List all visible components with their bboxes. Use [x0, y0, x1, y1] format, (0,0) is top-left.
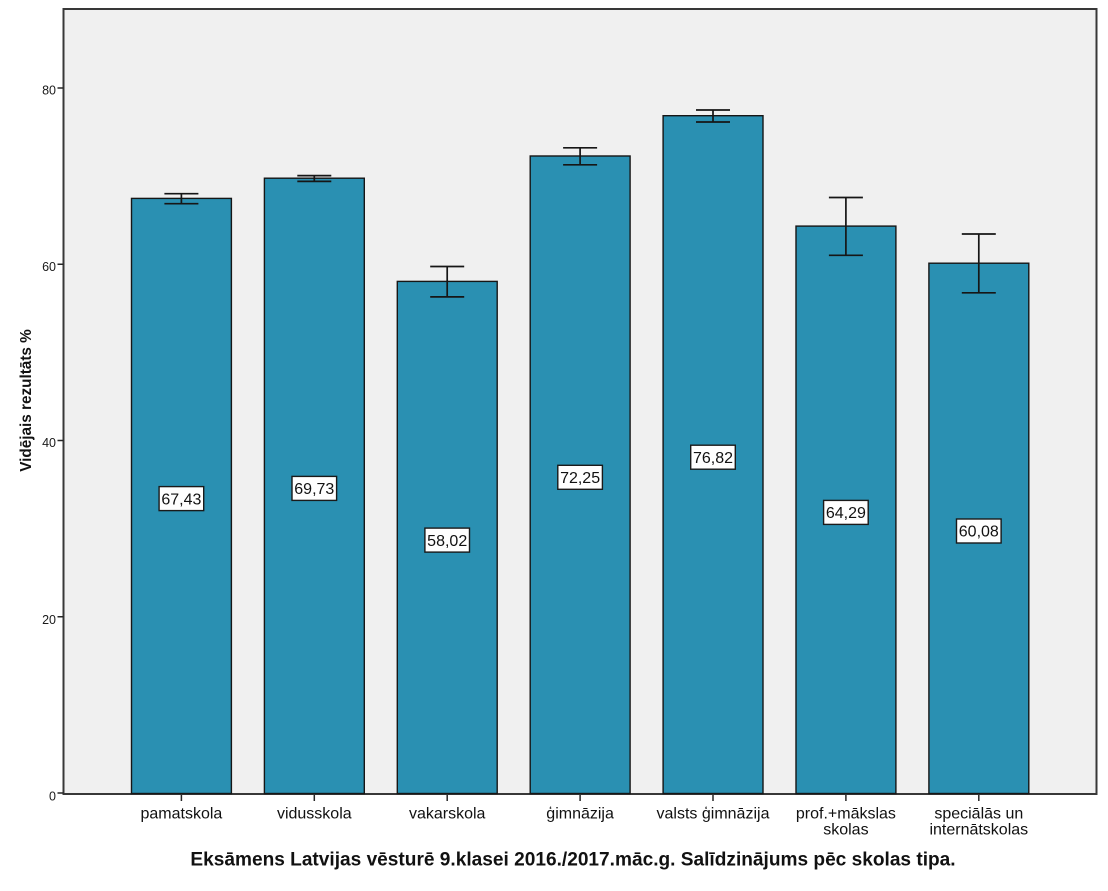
svg-text:speciālās un: speciālās un: [934, 806, 1023, 823]
svg-text:ģimnāzija: ģimnāzija: [546, 805, 614, 823]
svg-text:Eksāmens Latvijas vēsturē 9.kl: Eksāmens Latvijas vēsturē 9.klasei 2016.…: [190, 849, 955, 870]
svg-text:64,29: 64,29: [826, 505, 866, 522]
svg-text:Vidējais rezultāts %: Vidējais rezultāts %: [18, 329, 35, 472]
svg-text:pamatskola: pamatskola: [140, 806, 222, 823]
svg-text:60: 60: [42, 260, 56, 274]
svg-text:58,02: 58,02: [427, 533, 467, 550]
svg-text:vidusskola: vidusskola: [277, 806, 352, 823]
svg-text:valsts ģimnāzija: valsts ģimnāzija: [657, 805, 770, 823]
svg-text:20: 20: [42, 613, 56, 627]
svg-text:76,82: 76,82: [693, 450, 733, 467]
svg-text:0: 0: [49, 790, 56, 804]
svg-text:40: 40: [42, 436, 56, 450]
svg-text:skolas: skolas: [823, 822, 868, 839]
svg-text:72,25: 72,25: [560, 470, 600, 487]
svg-text:80: 80: [42, 83, 56, 97]
svg-text:internātskolas: internātskolas: [929, 822, 1028, 839]
svg-text:67,43: 67,43: [161, 491, 201, 508]
svg-text:60,08: 60,08: [959, 524, 999, 541]
svg-text:vakarskola: vakarskola: [409, 806, 486, 823]
svg-text:69,73: 69,73: [294, 481, 334, 498]
svg-text:prof.+mākslas: prof.+mākslas: [796, 806, 896, 823]
